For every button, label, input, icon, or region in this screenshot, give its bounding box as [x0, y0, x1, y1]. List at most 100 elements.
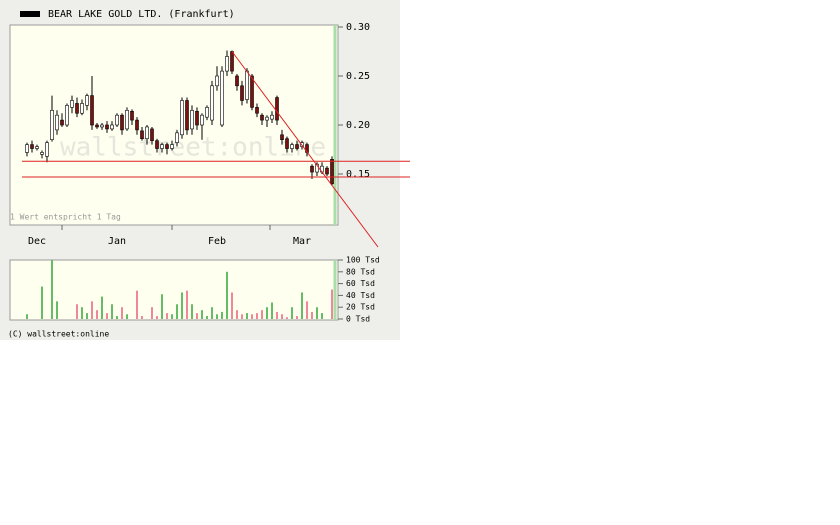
trend-line	[231, 51, 379, 248]
volume-bar	[96, 310, 98, 319]
volume-bar	[266, 307, 268, 319]
volume-bar	[156, 316, 158, 319]
candle-body	[85, 95, 89, 106]
volume-bar	[161, 294, 163, 319]
y-tick-label: 80 Tsd	[346, 267, 375, 276]
volume-bar	[306, 301, 308, 319]
candle-body	[130, 110, 134, 121]
candle-body	[160, 144, 164, 149]
x-tick-label: Dec	[28, 236, 46, 247]
volume-bar	[41, 286, 43, 319]
candle-body	[165, 144, 169, 149]
volume-bar	[191, 304, 193, 319]
candle-body	[270, 114, 274, 120]
candle-body	[220, 70, 224, 126]
x-tick-label: Mar	[293, 236, 311, 247]
legend-swatch	[20, 11, 40, 17]
volume-bar	[251, 314, 253, 319]
candle-body	[170, 144, 174, 149]
candle-body	[80, 103, 84, 114]
candle-body	[175, 132, 179, 143]
volume-bar	[291, 307, 293, 319]
candle-body	[330, 159, 334, 185]
volume-bar	[211, 307, 213, 319]
volume-bar	[316, 307, 318, 319]
volume-bar	[116, 316, 118, 319]
y-tick-label: 20 Tsd	[346, 303, 375, 312]
candle-body	[70, 100, 74, 108]
candle-body	[290, 144, 294, 149]
candle-body	[200, 114, 204, 126]
candle-body	[135, 119, 139, 131]
y-tick-label: 40 Tsd	[346, 291, 375, 300]
candle-body	[325, 167, 329, 175]
candle-body	[235, 75, 239, 87]
volume-bar	[176, 304, 178, 319]
volume-bar	[186, 290, 188, 319]
candle-body	[60, 119, 64, 126]
volume-bar	[331, 289, 333, 319]
chart-title: BEAR LAKE GOLD LTD. (Frankfurt)	[48, 9, 235, 20]
candle-body	[65, 105, 69, 126]
y-tick-label: 0.15	[346, 169, 370, 180]
volume-bar	[221, 311, 223, 319]
candle-body	[280, 134, 284, 141]
candle-body	[35, 146, 39, 149]
volume-plot	[9, 259, 339, 321]
volume-bar	[106, 313, 108, 319]
candle-body	[215, 75, 219, 87]
volume-bar	[141, 316, 143, 319]
volume-bar	[81, 307, 83, 319]
volume-bar	[231, 292, 233, 319]
candle-body	[50, 110, 54, 141]
candle-body	[190, 110, 194, 130]
candle-body	[145, 126, 149, 140]
volume-bar	[311, 311, 313, 319]
volume-bar	[101, 296, 103, 319]
volume-bar	[301, 292, 303, 319]
candle-body	[75, 103, 79, 114]
x-tick-label: Feb	[208, 236, 226, 247]
volume-bar	[281, 314, 283, 319]
candle-body	[210, 85, 214, 121]
candle-body	[180, 100, 184, 136]
candle-body	[90, 95, 94, 126]
volume-bar	[26, 314, 28, 319]
candle-body	[115, 114, 119, 126]
y-tick-label: 100 Tsd	[346, 256, 380, 265]
candle-body	[310, 165, 314, 173]
volume-bar	[321, 313, 323, 319]
candle-body	[25, 144, 29, 153]
volume-bar	[171, 314, 173, 319]
volume-bar	[76, 304, 78, 319]
y-tick-label: 0.30	[346, 22, 370, 33]
volume-bar	[296, 316, 298, 319]
volume-bar	[286, 317, 288, 319]
candle-body	[140, 130, 144, 140]
candle-body	[100, 124, 104, 128]
volume-bar	[166, 313, 168, 319]
candle-body	[150, 128, 154, 141]
candle-body	[250, 75, 254, 108]
volume-bar	[226, 271, 228, 319]
candle-body	[195, 110, 199, 126]
volume-bar	[121, 307, 123, 319]
candle-body	[55, 114, 59, 131]
candle-body	[95, 124, 99, 128]
volume-bar	[241, 314, 243, 319]
candle-body	[155, 140, 159, 149]
volume-bar	[236, 310, 238, 319]
volume-bar	[56, 301, 58, 319]
volume-bar	[216, 314, 218, 319]
candle-body	[110, 124, 114, 130]
candle-body	[185, 100, 189, 131]
candle-body	[230, 51, 234, 72]
volume-bar	[86, 313, 88, 319]
volume-bar	[271, 302, 273, 319]
volume-bar	[181, 292, 183, 319]
volume-bar	[206, 316, 208, 319]
candle-body	[265, 116, 269, 121]
candle-body	[255, 107, 259, 114]
y-tick-label: 60 Tsd	[346, 279, 375, 288]
